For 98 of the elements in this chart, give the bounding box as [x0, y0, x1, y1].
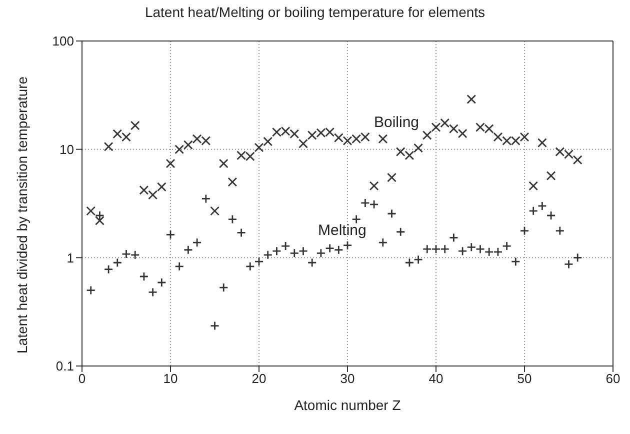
point	[493, 247, 503, 257]
point	[218, 158, 228, 168]
point	[440, 118, 450, 128]
point	[520, 226, 530, 236]
point	[387, 208, 396, 218]
point	[184, 245, 193, 255]
point	[414, 143, 423, 153]
point	[484, 247, 494, 257]
point	[174, 144, 184, 154]
point	[493, 132, 503, 142]
point	[414, 254, 423, 264]
point	[166, 230, 176, 240]
point	[546, 210, 556, 220]
point	[112, 258, 122, 268]
x-tick-label: 40	[428, 371, 444, 386]
point	[201, 194, 211, 204]
point	[555, 226, 565, 236]
y-tick-label: 0.1	[56, 358, 74, 374]
point	[334, 245, 344, 255]
x-tick-label: 30	[340, 371, 355, 386]
point	[218, 282, 228, 292]
point	[458, 128, 468, 138]
point	[528, 181, 538, 191]
point	[572, 252, 582, 262]
point	[422, 130, 432, 140]
y-tick-label: 10	[60, 142, 74, 157]
annotation: Boiling	[373, 114, 420, 131]
point	[307, 258, 317, 268]
point	[104, 142, 114, 152]
point	[280, 241, 290, 251]
point	[538, 138, 547, 148]
point	[316, 248, 326, 258]
point	[298, 138, 308, 148]
y-tick-label: 100	[52, 34, 74, 49]
annotation: Melting	[317, 222, 368, 239]
point	[369, 181, 379, 191]
point	[86, 206, 96, 216]
y-axis-title: Latent heat divided by transition temperature	[14, 76, 30, 354]
point	[572, 155, 582, 165]
point	[122, 249, 131, 259]
point	[290, 248, 300, 258]
point	[263, 136, 273, 146]
point	[378, 238, 388, 248]
point	[104, 264, 114, 274]
point	[254, 142, 264, 152]
x-tick-label: 20	[252, 371, 266, 386]
point	[404, 150, 414, 160]
point	[174, 262, 184, 272]
point	[520, 132, 530, 142]
point	[396, 227, 406, 237]
point	[387, 172, 396, 182]
point	[156, 182, 166, 192]
point	[342, 240, 352, 250]
point	[272, 246, 282, 256]
point	[369, 200, 379, 210]
point	[378, 134, 388, 144]
point	[466, 94, 476, 104]
chart-title: Latent heat/Melting or boiling temperature for elements	[144, 4, 486, 20]
point	[422, 244, 432, 254]
point	[228, 177, 238, 187]
y-tick-label: 1	[66, 250, 74, 266]
x-tick-label: 60	[606, 371, 620, 386]
point	[245, 262, 255, 272]
point	[476, 244, 485, 254]
point	[502, 241, 512, 251]
point	[440, 244, 450, 254]
point	[139, 272, 149, 282]
point	[431, 122, 441, 132]
point	[166, 158, 176, 168]
point	[431, 244, 441, 254]
x-tick-label: 0	[78, 371, 86, 386]
point	[449, 124, 458, 134]
point	[130, 250, 140, 260]
point	[538, 201, 547, 211]
point	[254, 256, 264, 266]
x-tick-label: 10	[163, 371, 178, 386]
point	[156, 278, 166, 288]
point	[404, 258, 414, 268]
point	[360, 198, 370, 208]
x-axis-title: Atomic number Z	[294, 397, 402, 413]
point	[139, 185, 149, 195]
point	[192, 238, 202, 248]
point	[466, 242, 476, 252]
point	[228, 214, 238, 224]
point	[148, 190, 158, 200]
x-tick-label: 50	[517, 371, 532, 386]
point	[130, 120, 140, 130]
point	[352, 214, 362, 224]
point	[396, 147, 406, 156]
point	[210, 206, 220, 216]
point	[184, 140, 193, 150]
point	[298, 246, 308, 256]
point	[263, 250, 273, 260]
point	[528, 206, 538, 216]
point	[86, 286, 96, 295]
point	[510, 256, 520, 266]
point	[546, 171, 556, 180]
point	[458, 246, 468, 256]
